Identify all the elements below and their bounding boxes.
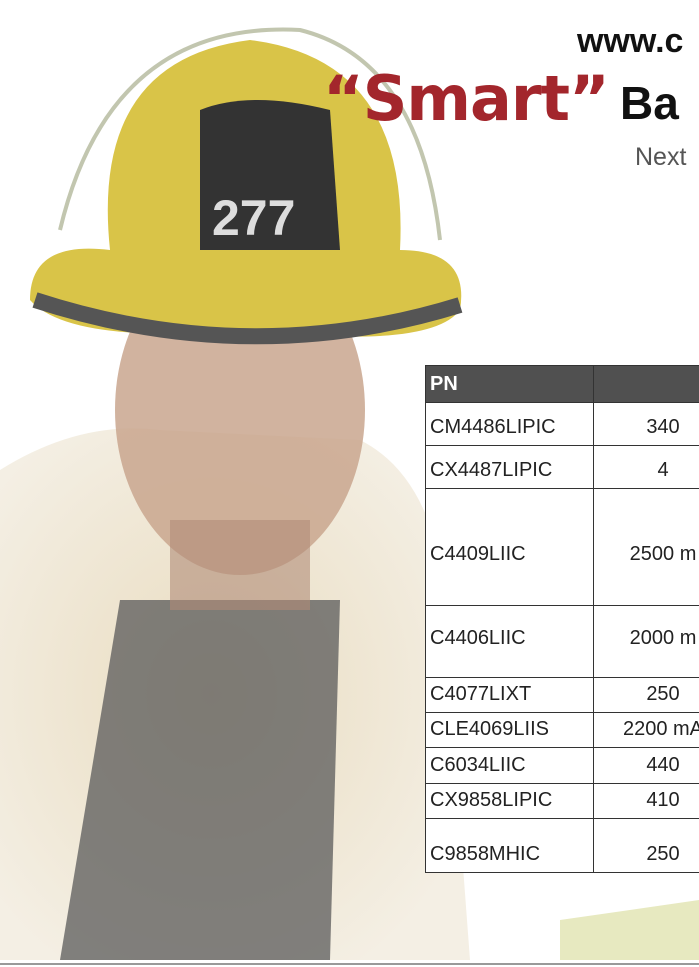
spec-cell: 2500 m [593, 488, 699, 606]
header-cell [593, 365, 699, 403]
pn-cell: C9858MHIC [425, 818, 594, 873]
neck [170, 520, 310, 610]
spec-cell: 4 [593, 445, 699, 489]
url: www.c [577, 22, 683, 61]
pn-cell: CLE4069LIIS [425, 712, 594, 748]
spec-cell: 2200 mA [593, 712, 699, 748]
pn-cell: CM4486LIPIC [425, 402, 594, 446]
spec-cell: 250 [593, 677, 699, 713]
pn-cell: CX9858LIPIC [425, 783, 594, 819]
pn-cell: C6034LIIC [425, 747, 594, 784]
pn-cell: C4406LIIC [425, 605, 594, 678]
spec-cell: 340 [593, 402, 699, 446]
jacket-edge [560, 900, 699, 960]
spec-cell: 250 [593, 818, 699, 873]
spec-cell: 410 [593, 783, 699, 819]
spec-cell: 2000 m [593, 605, 699, 678]
spec-cell: 440 [593, 747, 699, 784]
pn-cell: C4077LIXT [425, 677, 594, 713]
pn-cell: C4409LIIC [425, 488, 594, 606]
page: 277 www.c “Smart” Ba Next PNCM4486LIPIC3… [0, 0, 699, 967]
subtitle: Next [635, 143, 686, 172]
brand-title: Ba [620, 76, 679, 130]
pn-cell: CX4487LIPIC [425, 445, 594, 489]
header-cell: PN [425, 365, 594, 403]
smart-title: “Smart” [323, 62, 609, 135]
helmet-number: 277 [212, 190, 295, 246]
